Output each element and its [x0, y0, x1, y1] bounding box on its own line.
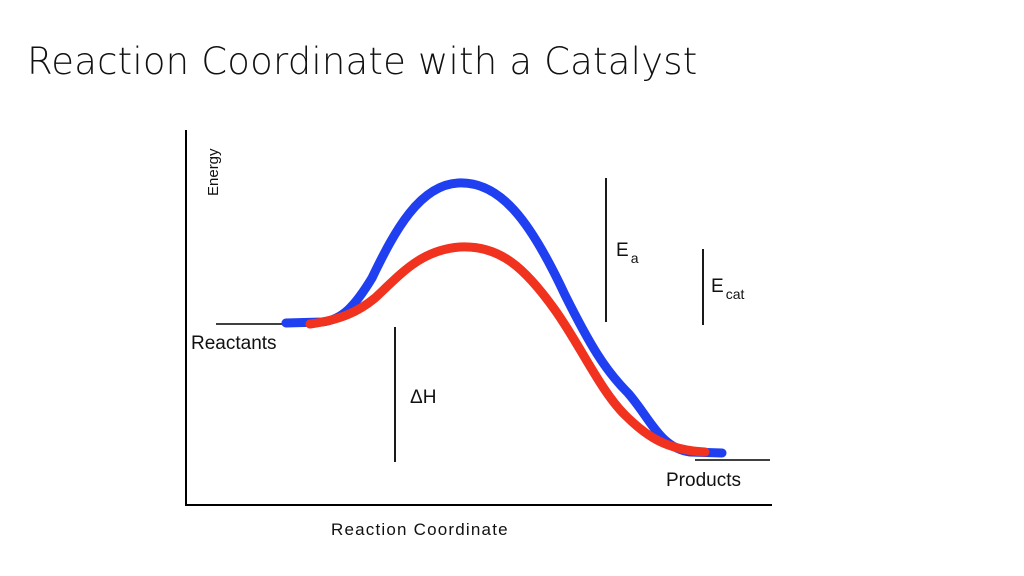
- delta-h-label: ΔH: [410, 387, 436, 408]
- x-axis-label: Reaction Coordinate: [331, 520, 509, 539]
- ecat-label-subscript: cat: [726, 286, 745, 302]
- catalyzed-curve: [305, 242, 710, 457]
- uncatalyzed-curve: [281, 178, 727, 458]
- slide-title: Reaction Coordinate with a Catalyst: [27, 40, 698, 83]
- products-label: Products: [666, 470, 741, 491]
- ea-label-subscript: a: [631, 250, 639, 266]
- reactants-label: Reactants: [191, 333, 277, 354]
- y-axis-label: Energy: [205, 148, 222, 196]
